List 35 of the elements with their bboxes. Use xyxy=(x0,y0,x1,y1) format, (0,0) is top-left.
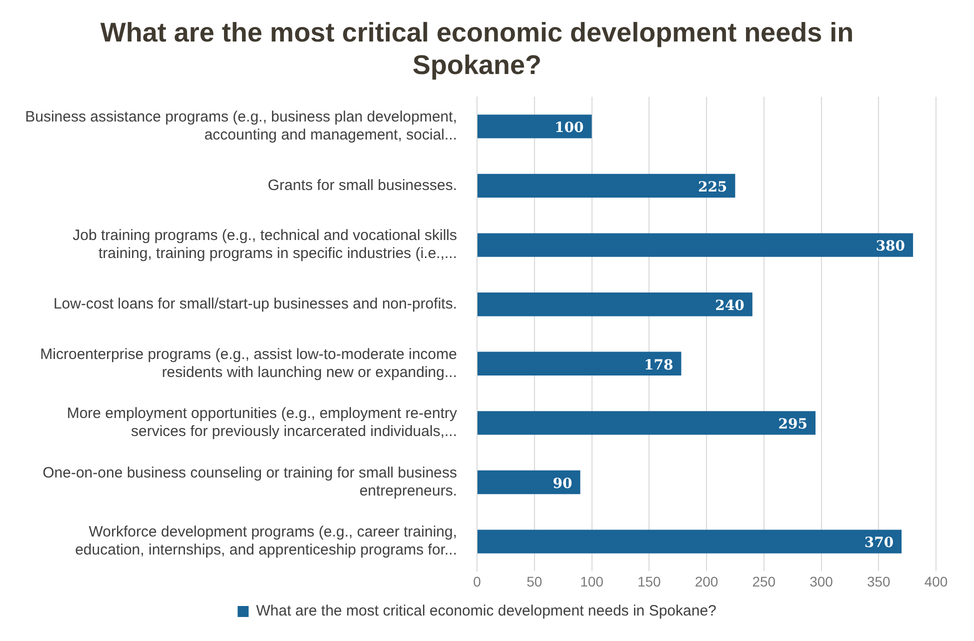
x-tick-label: 350 xyxy=(866,573,891,590)
data-label: 370 xyxy=(864,535,894,552)
bar xyxy=(478,174,736,198)
x-tick-label: 100 xyxy=(580,573,604,590)
x-tick-label: 250 xyxy=(752,573,776,590)
y-tick-label: Grants for small businesses. xyxy=(268,176,457,194)
y-tick-label: More employment opportunities (e.g., employment re-entry services for previously incarcerated individuals,... xyxy=(66,405,458,440)
bar xyxy=(478,292,752,316)
data-label: 380 xyxy=(876,238,906,255)
x-tick-label: 300 xyxy=(810,573,834,590)
x-tick-label: 0 xyxy=(473,573,482,590)
legend-label: What are the most critical economic development needs in Spokane? xyxy=(256,602,716,620)
data-label: 178 xyxy=(644,357,674,374)
y-tick-label: Business assistance programs (e.g., business plan development, accounting and management, social... xyxy=(25,108,457,144)
bar xyxy=(478,352,682,376)
x-tick-label: 200 xyxy=(694,573,718,590)
x-tick-label: 150 xyxy=(637,573,662,590)
bar xyxy=(478,470,580,494)
x-tick-label: 50 xyxy=(526,573,542,590)
y-tick-label: One-on-one business counseling or training for small business entrepreneurs. xyxy=(42,464,457,500)
y-tick-label: Job training programs (e.g., technical and vocational skills training, training programs in specific industries (i.e.,... xyxy=(72,227,457,262)
bar xyxy=(478,114,592,138)
data-label: 90 xyxy=(552,476,573,492)
bar xyxy=(478,530,902,554)
y-tick-label: Workforce development programs (e.g., career training, education, internships, and apprenticeship programs for... xyxy=(75,524,457,559)
y-tick-label: Microenterprise programs (e.g., assist low-to-moderate income residents with launching new or expanding... xyxy=(40,346,457,381)
bar xyxy=(478,233,914,257)
x-tick-label: 400 xyxy=(924,573,948,590)
data-label: 295 xyxy=(778,416,808,433)
chart-title: What are the most critical economic development needs in Spokane? xyxy=(100,18,854,80)
data-label: 225 xyxy=(698,179,728,196)
bar xyxy=(478,411,816,435)
data-label: 100 xyxy=(554,120,584,136)
data-label: 240 xyxy=(715,298,745,314)
y-tick-label: Low-cost loans for small/start-up businesses and non-profits. xyxy=(53,295,457,312)
